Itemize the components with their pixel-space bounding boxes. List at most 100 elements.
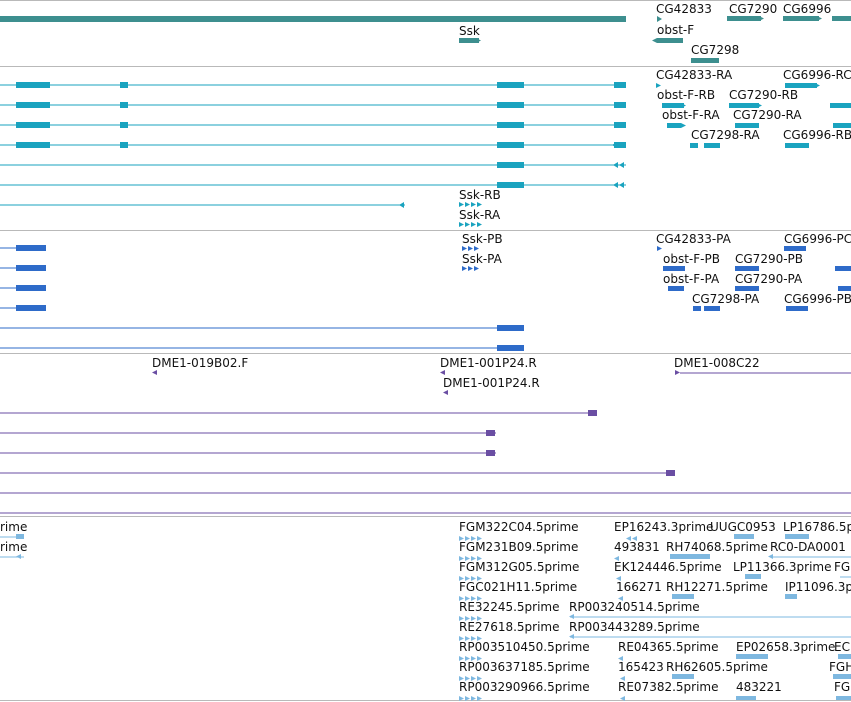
strand-arrow[interactable] <box>465 536 470 541</box>
exon-block[interactable] <box>784 246 806 251</box>
strand-arrow[interactable] <box>652 38 657 43</box>
exon-block[interactable] <box>838 654 851 659</box>
exon-block[interactable] <box>662 103 684 108</box>
exon-block[interactable] <box>667 123 681 128</box>
est-label[interactable]: FGM322C04.5prime <box>459 520 579 534</box>
exon-block[interactable] <box>735 123 759 128</box>
strand-arrow[interactable] <box>477 616 482 621</box>
strand-arrow[interactable] <box>757 103 762 108</box>
exon-block[interactable] <box>486 450 495 456</box>
exon-block[interactable] <box>486 430 495 436</box>
transcript-label[interactable]: Ssk-RB <box>459 188 501 202</box>
strand-arrow[interactable] <box>477 576 482 581</box>
oligo-label[interactable]: DME1-019B02.F <box>152 356 249 370</box>
strand-arrow[interactable] <box>477 556 482 561</box>
transcript-label[interactable]: CG7290-RA <box>733 108 802 122</box>
exon-block[interactable] <box>120 102 128 108</box>
exon-block[interactable] <box>736 696 756 700</box>
oligo-label[interactable]: DME1-008C22 <box>674 356 760 370</box>
est-label[interactable]: RP003637185.5prime <box>459 660 590 674</box>
gene-label-ssk[interactable]: Ssk <box>459 24 480 38</box>
strand-arrow[interactable] <box>619 182 624 188</box>
exon-block[interactable] <box>497 162 524 168</box>
strand-arrow[interactable] <box>465 696 470 701</box>
strand-arrow[interactable] <box>626 536 631 541</box>
protein-label[interactable]: obst-F-PA <box>663 272 720 286</box>
protein-label[interactable]: obst-F-PB <box>663 252 720 266</box>
est-label[interactable]: EK124446.5prime <box>614 560 722 574</box>
exon-block[interactable] <box>16 265 46 271</box>
strand-arrow[interactable] <box>459 556 464 561</box>
gene-label-cg6996[interactable]: CG6996 <box>783 2 832 16</box>
est-label[interactable]: LP11366.3prime <box>733 560 832 574</box>
strand-arrow[interactable] <box>675 370 680 375</box>
exon-block[interactable] <box>672 594 694 599</box>
strand-arrow[interactable] <box>462 246 467 251</box>
exon-block[interactable] <box>497 122 524 128</box>
strand-arrow[interactable] <box>465 676 470 681</box>
protein-label[interactable]: CG6996-PB <box>784 292 851 306</box>
strand-arrow[interactable] <box>465 636 470 641</box>
strand-arrow[interactable] <box>465 576 470 581</box>
exon-block[interactable] <box>614 122 626 128</box>
est-label[interactable]: rime <box>0 540 28 554</box>
strand-arrow[interactable] <box>471 676 476 681</box>
exon-block[interactable] <box>497 102 524 108</box>
strand-arrow[interactable] <box>465 596 470 601</box>
exon-block[interactable] <box>16 142 50 148</box>
exon-block[interactable] <box>786 306 808 311</box>
est-label[interactable]: FGM312G05.5prime <box>459 560 580 574</box>
strand-arrow[interactable] <box>459 696 464 701</box>
est-label[interactable]: 166271 <box>616 580 662 594</box>
strand-arrow[interactable] <box>619 162 624 168</box>
strand-arrow[interactable] <box>657 246 662 251</box>
strand-arrow[interactable] <box>459 536 464 541</box>
exon-block[interactable] <box>614 102 626 108</box>
est-label[interactable]: RP003443289.5prime <box>569 620 700 634</box>
strand-arrow[interactable] <box>471 616 476 621</box>
gene-span[interactable] <box>832 16 851 21</box>
strand-arrow[interactable] <box>459 596 464 601</box>
strand-arrow[interactable] <box>656 83 661 88</box>
est-label[interactable]: FGC021H11.5prime <box>459 580 578 594</box>
strand-arrow[interactable] <box>16 554 21 559</box>
exon-block[interactable] <box>16 122 50 128</box>
strand-arrow[interactable] <box>817 16 822 21</box>
exon-block[interactable] <box>497 325 524 331</box>
est-label[interactable]: RH12271.5prime <box>666 580 768 594</box>
exon-block[interactable] <box>120 122 128 128</box>
exon-block[interactable] <box>614 142 626 148</box>
transcript-label[interactable]: obst-F-RB <box>657 88 716 102</box>
strand-arrow[interactable] <box>477 696 482 701</box>
transcript-label[interactable]: CG7290-RB <box>729 88 799 102</box>
est-label[interactable]: FG <box>834 680 851 694</box>
strand-arrow[interactable] <box>477 202 482 207</box>
exon-block[interactable] <box>16 534 24 539</box>
transcript-label[interactable]: obst-F-RA <box>662 108 720 122</box>
strand-arrow[interactable] <box>477 222 482 227</box>
strand-arrow[interactable] <box>476 38 481 43</box>
gene-span[interactable] <box>783 16 819 21</box>
gene-label-cg7298[interactable]: CG7298 <box>691 43 740 57</box>
exon-block[interactable] <box>120 142 128 148</box>
est-label[interactable]: 165423 <box>618 660 664 674</box>
strand-arrow[interactable] <box>815 83 820 88</box>
exon-block[interactable] <box>835 266 851 271</box>
protein-label[interactable]: CG7298-PA <box>692 292 760 306</box>
strand-arrow[interactable] <box>620 676 625 681</box>
oligo-label[interactable]: DME1-001P24.R <box>443 376 540 390</box>
strand-arrow[interactable] <box>471 536 476 541</box>
est-label[interactable]: RE07382.5prime <box>618 680 719 694</box>
strand-arrow[interactable] <box>569 614 574 619</box>
strand-arrow[interactable] <box>657 16 662 22</box>
est-label[interactable]: IP11096.3p <box>785 580 851 594</box>
est-label[interactable]: 493831 <box>614 540 660 554</box>
strand-arrow[interactable] <box>759 16 764 21</box>
strand-arrow[interactable] <box>569 634 574 639</box>
exon-block[interactable] <box>16 285 46 291</box>
strand-arrow[interactable] <box>613 182 618 188</box>
strand-arrow[interactable] <box>612 142 617 148</box>
strand-arrow[interactable] <box>681 123 686 128</box>
protein-label[interactable]: CG6996-PC <box>784 232 851 246</box>
est-label[interactable]: EP02658.3prime <box>736 640 836 654</box>
